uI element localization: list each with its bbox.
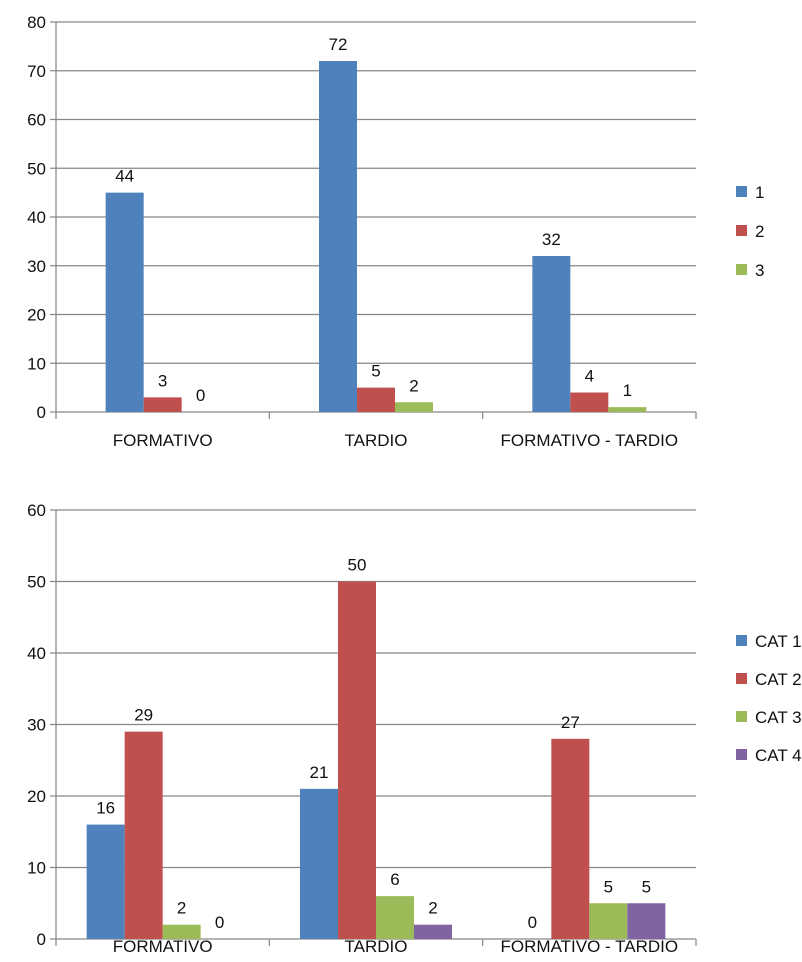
data-label: 5 [604, 877, 613, 896]
data-label: 5 [642, 877, 651, 896]
bar [338, 581, 376, 939]
data-label: 6 [390, 870, 399, 889]
legend-swatch [736, 225, 747, 236]
data-label: 29 [134, 706, 153, 725]
data-label: 2 [409, 376, 418, 395]
bar [589, 903, 628, 939]
bar [300, 788, 338, 939]
legend-swatch [736, 673, 747, 684]
legend-label: 2 [755, 222, 764, 241]
category-label: FORMATIVO - TARDIO [501, 431, 679, 450]
data-label: 3 [158, 371, 167, 390]
legend-label: CAT 4 [755, 746, 802, 765]
y-tick-label: 50 [27, 159, 46, 178]
bar-chart-1: 010203040506070804430FORMATIVO7252TARDIO… [27, 13, 764, 450]
bar [608, 407, 647, 412]
y-tick-label: 0 [37, 930, 46, 949]
data-label: 0 [196, 386, 205, 405]
y-tick-label: 70 [27, 62, 46, 81]
bar [395, 402, 433, 412]
y-tick-label: 0 [37, 403, 46, 422]
data-label: 2 [428, 899, 437, 918]
y-tick-label: 80 [27, 13, 46, 32]
bar [627, 903, 666, 939]
category-label: FORMATIVO - TARDIO [501, 937, 679, 956]
legend-swatch [736, 635, 747, 646]
bar [105, 192, 144, 412]
bar [532, 256, 571, 412]
y-tick-label: 20 [27, 787, 46, 806]
bar [124, 731, 163, 939]
data-label: 1 [623, 381, 632, 400]
category-label: TARDIO [345, 937, 408, 956]
y-tick-label: 20 [27, 306, 46, 325]
legend-label: 1 [755, 183, 764, 202]
data-label: 0 [215, 913, 224, 932]
data-label: 4 [585, 367, 594, 386]
data-label: 5 [371, 362, 380, 381]
y-tick-label: 30 [27, 716, 46, 735]
bar [376, 896, 414, 939]
legend-swatch [736, 749, 747, 760]
bar [162, 924, 201, 939]
data-label: 21 [310, 763, 329, 782]
category-label: TARDIO [345, 431, 408, 450]
bar [414, 924, 452, 939]
bar [357, 387, 395, 412]
legend-swatch [736, 711, 747, 722]
bar [570, 392, 609, 412]
y-tick-label: 10 [27, 859, 46, 878]
y-tick-label: 30 [27, 257, 46, 276]
data-label: 72 [329, 35, 348, 54]
bar [86, 824, 125, 939]
y-tick-label: 50 [27, 573, 46, 592]
legend-label: CAT 3 [755, 708, 802, 727]
y-tick-label: 60 [27, 501, 46, 520]
bar-chart-2: 0102030405060162920FORMATIVO215062TARDIO… [27, 501, 802, 956]
legend-swatch [736, 264, 747, 275]
category-label: FORMATIVO [113, 937, 213, 956]
data-label: 16 [96, 799, 115, 818]
data-label: 2 [177, 899, 186, 918]
category-label: FORMATIVO [113, 431, 213, 450]
y-tick-label: 10 [27, 354, 46, 373]
data-label: 32 [542, 230, 561, 249]
data-label: 0 [528, 913, 537, 932]
legend-label: CAT 1 [755, 632, 802, 651]
y-tick-label: 40 [27, 208, 46, 227]
data-label: 50 [348, 556, 367, 575]
bar [319, 61, 357, 412]
y-tick-label: 40 [27, 644, 46, 663]
legend-label: 3 [755, 261, 764, 280]
data-label: 44 [115, 167, 134, 186]
legend-swatch [736, 186, 747, 197]
legend-label: CAT 2 [755, 670, 802, 689]
data-label: 27 [561, 713, 580, 732]
bar [143, 397, 182, 412]
bar [551, 738, 590, 939]
y-tick-label: 60 [27, 111, 46, 130]
